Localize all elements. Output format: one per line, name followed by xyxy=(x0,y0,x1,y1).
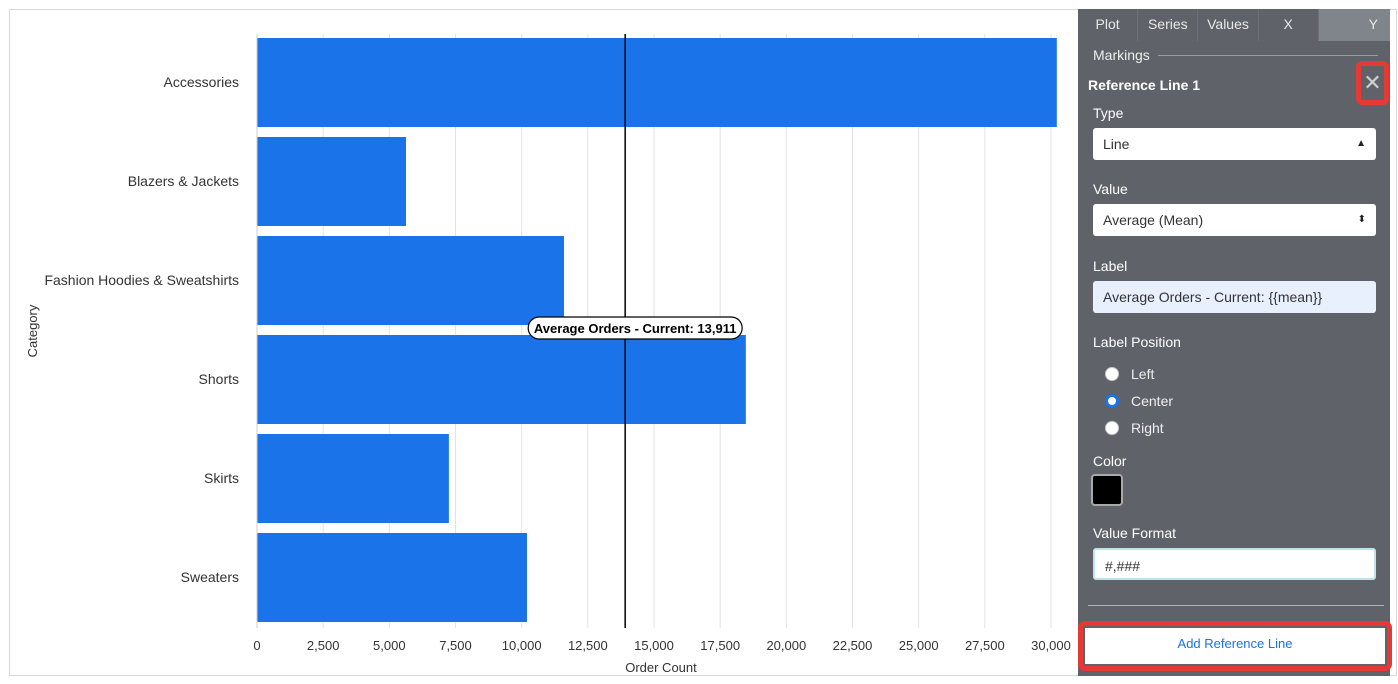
x-tick-label: 10,000 xyxy=(502,638,542,653)
y-category-label: Shorts xyxy=(199,371,239,387)
x-tick-label: 2,500 xyxy=(307,638,340,653)
divider xyxy=(1088,605,1384,606)
tab-y[interactable]: Y xyxy=(1318,9,1391,41)
bar[interactable] xyxy=(257,335,746,424)
label-input[interactable]: Average Orders - Current: {{mean}} xyxy=(1093,281,1376,313)
reference-line-title: Reference Line 1 xyxy=(1088,77,1201,93)
add-reference-line-button[interactable]: Add Reference Line xyxy=(1085,628,1385,664)
x-tick-label: 5,000 xyxy=(373,638,406,653)
value-label: Value xyxy=(1093,181,1128,197)
x-tick-label: 17,500 xyxy=(700,638,740,653)
y-category-label: Sweaters xyxy=(181,569,239,585)
tab-plot[interactable]: Plot xyxy=(1078,9,1139,41)
bar[interactable] xyxy=(257,38,1057,127)
label-position-label: Label Position xyxy=(1093,334,1181,350)
y-category-label: Blazers & Jackets xyxy=(128,173,239,189)
section-title: Markings xyxy=(1093,47,1150,63)
bar[interactable] xyxy=(257,533,527,622)
x-tick-label: 20,000 xyxy=(766,638,806,653)
radio-left[interactable]: Left xyxy=(1105,366,1154,382)
settings-panel: Plot Series Values X Y Markings Referenc… xyxy=(1078,9,1392,676)
x-tick-label: 0 xyxy=(253,638,260,653)
select-arrows-icon: ⬍ xyxy=(1357,214,1366,225)
type-select[interactable]: Line ▲ xyxy=(1093,128,1376,160)
bar[interactable] xyxy=(257,434,449,523)
radio-circle-selected xyxy=(1105,394,1119,408)
add-reference-line-highlight: Add Reference Line xyxy=(1078,621,1392,671)
radio-label: Center xyxy=(1131,393,1174,409)
y-category-label: Accessories xyxy=(164,74,239,90)
x-tick-label: 7,500 xyxy=(439,638,472,653)
y-category-label: Skirts xyxy=(204,470,239,486)
radio-circle xyxy=(1105,367,1119,381)
radio-label: Right xyxy=(1131,420,1164,436)
radio-circle xyxy=(1105,421,1119,435)
label-label: Label xyxy=(1093,258,1128,274)
y-axis-title: Category xyxy=(25,304,40,357)
color-label: Color xyxy=(1093,453,1127,469)
markings-section: Markings xyxy=(1093,47,1378,63)
tab-x[interactable]: X xyxy=(1259,9,1319,41)
value-value: Average (Mean) xyxy=(1103,212,1204,228)
radio-label: Left xyxy=(1131,366,1155,382)
select-arrows-icon: ▲ xyxy=(1356,138,1366,149)
bar[interactable] xyxy=(257,236,565,325)
value-format-label: Value Format xyxy=(1093,525,1176,541)
color-swatch[interactable] xyxy=(1091,474,1123,506)
x-tick-label: 22,500 xyxy=(833,638,873,653)
bar-chart: 0 2,500 5,000 7,500 10,000 12,500 15,000 17,500… xyxy=(25,34,1071,675)
value-format-input[interactable]: #,### xyxy=(1093,548,1376,580)
x-axis-title: Order Count xyxy=(625,660,697,675)
type-value: Line xyxy=(1103,136,1130,152)
x-tick-label: 12,500 xyxy=(568,638,608,653)
radio-right[interactable]: Right xyxy=(1105,420,1164,436)
reference-line-label: Average Orders - Current: 13,911 xyxy=(534,321,737,336)
panel-tabs: Plot Series Values X Y xyxy=(1078,9,1391,41)
tab-values[interactable]: Values xyxy=(1198,9,1259,41)
y-category-label: Fashion Hoodies & Sweatshirts xyxy=(44,272,239,288)
type-label: Type xyxy=(1093,105,1124,121)
tab-series[interactable]: Series xyxy=(1138,9,1199,41)
close-icon: ✕ xyxy=(1363,70,1382,95)
reference-line-label-box xyxy=(527,316,743,340)
remove-reference-line-button[interactable]: ✕ xyxy=(1356,61,1389,105)
x-tick-label: 27,500 xyxy=(965,638,1005,653)
bar[interactable] xyxy=(257,137,407,226)
x-tick-label: 15,000 xyxy=(634,638,674,653)
x-tick-label: 30,000 xyxy=(1031,638,1071,653)
x-tick-label: 25,000 xyxy=(899,638,939,653)
divider xyxy=(1157,54,1378,56)
value-select[interactable]: Average (Mean) ⬍ xyxy=(1093,204,1376,236)
radio-center[interactable]: Center xyxy=(1105,393,1173,409)
